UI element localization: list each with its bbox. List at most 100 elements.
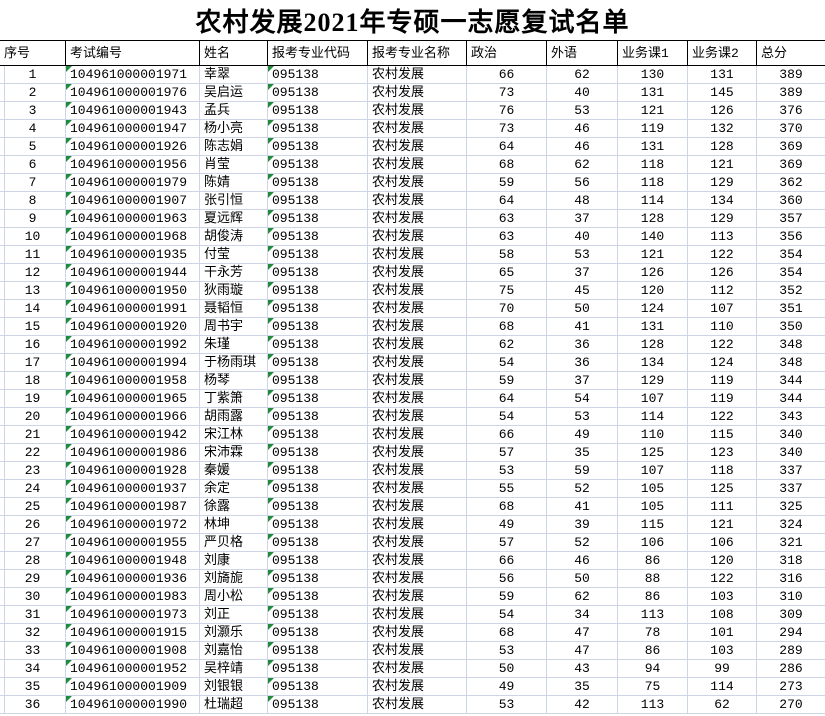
cell-major_code[interactable]: 095138 xyxy=(268,588,368,606)
cell-total[interactable]: 344 xyxy=(757,390,825,408)
cell-course2[interactable]: 125 xyxy=(688,480,757,498)
cell-name[interactable]: 杨小亮 xyxy=(200,120,268,138)
cell-total[interactable]: 325 xyxy=(757,498,825,516)
cell-no[interactable]: 3 xyxy=(0,102,66,120)
cell-no[interactable]: 25 xyxy=(0,498,66,516)
cell-course2[interactable]: 115 xyxy=(688,426,757,444)
cell-major_code[interactable]: 095138 xyxy=(268,264,368,282)
cell-politics[interactable]: 68 xyxy=(467,156,547,174)
header-cell-name[interactable]: 姓名 xyxy=(200,41,268,65)
cell-no[interactable]: 22 xyxy=(0,444,66,462)
cell-name[interactable]: 孟兵 xyxy=(200,102,268,120)
cell-major_code[interactable]: 095138 xyxy=(268,696,368,714)
cell-course2[interactable]: 112 xyxy=(688,282,757,300)
cell-major_code[interactable]: 095138 xyxy=(268,120,368,138)
cell-exam_no[interactable]: 104961000001958 xyxy=(66,372,200,390)
cell-course2[interactable]: 126 xyxy=(688,102,757,120)
cell-exam_no[interactable]: 104961000001943 xyxy=(66,102,200,120)
cell-course2[interactable]: 108 xyxy=(688,606,757,624)
cell-major_name[interactable]: 农村发展 xyxy=(368,138,467,156)
cell-major_name[interactable]: 农村发展 xyxy=(368,534,467,552)
cell-course2[interactable]: 122 xyxy=(688,570,757,588)
cell-course2[interactable]: 129 xyxy=(688,210,757,228)
cell-total[interactable]: 360 xyxy=(757,192,825,210)
cell-course1[interactable]: 107 xyxy=(618,390,688,408)
cell-no[interactable]: 26 xyxy=(0,516,66,534)
cell-foreign[interactable]: 43 xyxy=(547,660,618,678)
cell-no[interactable]: 2 xyxy=(0,84,66,102)
cell-no[interactable]: 30 xyxy=(0,588,66,606)
cell-politics[interactable]: 58 xyxy=(467,246,547,264)
cell-politics[interactable]: 62 xyxy=(467,336,547,354)
cell-name[interactable]: 杜瑞超 xyxy=(200,696,268,714)
cell-name[interactable]: 刘康 xyxy=(200,552,268,570)
cell-exam_no[interactable]: 104961000001928 xyxy=(66,462,200,480)
cell-no[interactable]: 1 xyxy=(0,66,66,84)
header-cell-exam_no[interactable]: 考试编号 xyxy=(66,41,200,65)
cell-course2[interactable]: 101 xyxy=(688,624,757,642)
cell-foreign[interactable]: 53 xyxy=(547,246,618,264)
cell-course1[interactable]: 115 xyxy=(618,516,688,534)
cell-course2[interactable]: 129 xyxy=(688,174,757,192)
cell-course2[interactable]: 119 xyxy=(688,390,757,408)
cell-politics[interactable]: 53 xyxy=(467,696,547,714)
cell-name[interactable]: 宋沛霖 xyxy=(200,444,268,462)
cell-foreign[interactable]: 53 xyxy=(547,408,618,426)
cell-name[interactable]: 刘正 xyxy=(200,606,268,624)
cell-name[interactable]: 付莹 xyxy=(200,246,268,264)
cell-total[interactable]: 352 xyxy=(757,282,825,300)
cell-total[interactable]: 389 xyxy=(757,66,825,84)
cell-exam_no[interactable]: 104961000001909 xyxy=(66,678,200,696)
cell-major_name[interactable]: 农村发展 xyxy=(368,696,467,714)
cell-name[interactable]: 周小松 xyxy=(200,588,268,606)
cell-politics[interactable]: 54 xyxy=(467,408,547,426)
cell-politics[interactable]: 59 xyxy=(467,372,547,390)
cell-major_name[interactable]: 农村发展 xyxy=(368,678,467,696)
cell-foreign[interactable]: 37 xyxy=(547,210,618,228)
cell-course1[interactable]: 126 xyxy=(618,264,688,282)
cell-major_name[interactable]: 农村发展 xyxy=(368,174,467,192)
cell-foreign[interactable]: 35 xyxy=(547,444,618,462)
cell-course2[interactable]: 123 xyxy=(688,444,757,462)
cell-course1[interactable]: 124 xyxy=(618,300,688,318)
cell-no[interactable]: 29 xyxy=(0,570,66,588)
cell-exam_no[interactable]: 104961000001920 xyxy=(66,318,200,336)
cell-no[interactable]: 31 xyxy=(0,606,66,624)
cell-major_code[interactable]: 095138 xyxy=(268,534,368,552)
cell-politics[interactable]: 73 xyxy=(467,120,547,138)
cell-major_name[interactable]: 农村发展 xyxy=(368,210,467,228)
cell-major_name[interactable]: 农村发展 xyxy=(368,570,467,588)
cell-politics[interactable]: 59 xyxy=(467,588,547,606)
cell-no[interactable]: 6 xyxy=(0,156,66,174)
cell-major_code[interactable]: 095138 xyxy=(268,660,368,678)
cell-foreign[interactable]: 49 xyxy=(547,426,618,444)
cell-no[interactable]: 8 xyxy=(0,192,66,210)
cell-politics[interactable]: 57 xyxy=(467,444,547,462)
cell-course2[interactable]: 131 xyxy=(688,66,757,84)
cell-major_name[interactable]: 农村发展 xyxy=(368,300,467,318)
cell-foreign[interactable]: 50 xyxy=(547,570,618,588)
cell-course1[interactable]: 88 xyxy=(618,570,688,588)
cell-foreign[interactable]: 37 xyxy=(547,372,618,390)
cell-major_code[interactable]: 095138 xyxy=(268,462,368,480)
cell-no[interactable]: 17 xyxy=(0,354,66,372)
cell-course1[interactable]: 128 xyxy=(618,336,688,354)
cell-course1[interactable]: 114 xyxy=(618,192,688,210)
header-cell-major_name[interactable]: 报考专业名称 xyxy=(368,41,467,65)
cell-course2[interactable]: 107 xyxy=(688,300,757,318)
cell-total[interactable]: 270 xyxy=(757,696,825,714)
cell-total[interactable]: 348 xyxy=(757,354,825,372)
header-cell-politics[interactable]: 政治 xyxy=(467,41,547,65)
cell-total[interactable]: 343 xyxy=(757,408,825,426)
cell-total[interactable]: 316 xyxy=(757,570,825,588)
cell-no[interactable]: 24 xyxy=(0,480,66,498)
cell-politics[interactable]: 54 xyxy=(467,606,547,624)
cell-major_code[interactable]: 095138 xyxy=(268,138,368,156)
cell-politics[interactable]: 57 xyxy=(467,534,547,552)
cell-no[interactable]: 32 xyxy=(0,624,66,642)
cell-course1[interactable]: 86 xyxy=(618,552,688,570)
cell-course1[interactable]: 131 xyxy=(618,84,688,102)
cell-major_code[interactable]: 095138 xyxy=(268,174,368,192)
cell-major_code[interactable]: 095138 xyxy=(268,372,368,390)
cell-course2[interactable]: 111 xyxy=(688,498,757,516)
